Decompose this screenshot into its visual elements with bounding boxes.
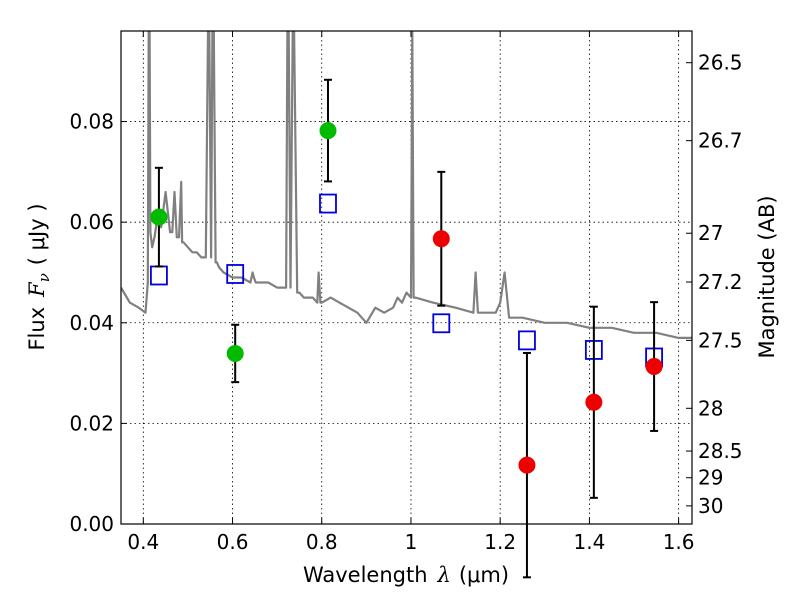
mag-tick-label: 27.5 bbox=[698, 328, 743, 352]
y-tick-label: 0.08 bbox=[69, 110, 114, 134]
mag-tick-label: 26.7 bbox=[698, 129, 743, 153]
detection-point bbox=[226, 344, 244, 362]
plot-frame bbox=[120, 30, 693, 525]
x-tick-label: 1.2 bbox=[484, 530, 516, 554]
x-tick-label: 1 bbox=[405, 530, 418, 554]
y-tick-label: 0.06 bbox=[69, 210, 114, 234]
model-photometry-point bbox=[150, 265, 168, 286]
detection-point bbox=[585, 393, 603, 411]
y-tick-label: 0.04 bbox=[69, 311, 114, 335]
detection-point bbox=[645, 358, 663, 376]
mag-tick-label: 28 bbox=[698, 396, 723, 420]
detection-point bbox=[150, 208, 168, 226]
model-photometry-point bbox=[432, 313, 451, 334]
marks-layer bbox=[150, 78, 663, 579]
x-tick-label: 0.8 bbox=[306, 530, 338, 554]
x-axis-label: Wavelength λ (μm) bbox=[303, 563, 509, 587]
x-tick-label: 1.6 bbox=[663, 530, 695, 554]
model-photometry-point bbox=[518, 330, 536, 351]
spectrum-layer bbox=[121, 31, 692, 339]
model-photometry-point bbox=[226, 264, 245, 284]
mag-tick-label: 30 bbox=[698, 494, 723, 518]
y-tick-label: 0.02 bbox=[69, 411, 114, 435]
mag-tick-label: 28.5 bbox=[698, 439, 743, 463]
mag-tick-label: 27.2 bbox=[698, 270, 743, 294]
mag-tick-label: 27 bbox=[698, 221, 723, 245]
x-tick-label: 1.4 bbox=[573, 530, 605, 554]
spectrum-line bbox=[121, 31, 692, 339]
y-axis-label: FluxFν( μJy ) bbox=[25, 203, 53, 350]
model-photometry-point bbox=[319, 193, 337, 214]
detection-point bbox=[518, 456, 536, 474]
detection-point bbox=[319, 122, 337, 140]
y-tick-label: 0.00 bbox=[69, 512, 114, 536]
x-tick-label: 0.6 bbox=[217, 530, 249, 554]
x-tick-label: 0.4 bbox=[127, 530, 159, 554]
y2-axis-label: Magnitude (AB) bbox=[755, 195, 779, 358]
mag-tick-label: 29 bbox=[698, 466, 723, 490]
ticks: 0.4 0.6 0.8 1 1.2 1.4 1.6 0.00 0.02 0.04 0.06 0.08 2… bbox=[69, 31, 743, 554]
mag-tick-label: 26.5 bbox=[698, 51, 743, 75]
detection-point bbox=[432, 230, 450, 248]
